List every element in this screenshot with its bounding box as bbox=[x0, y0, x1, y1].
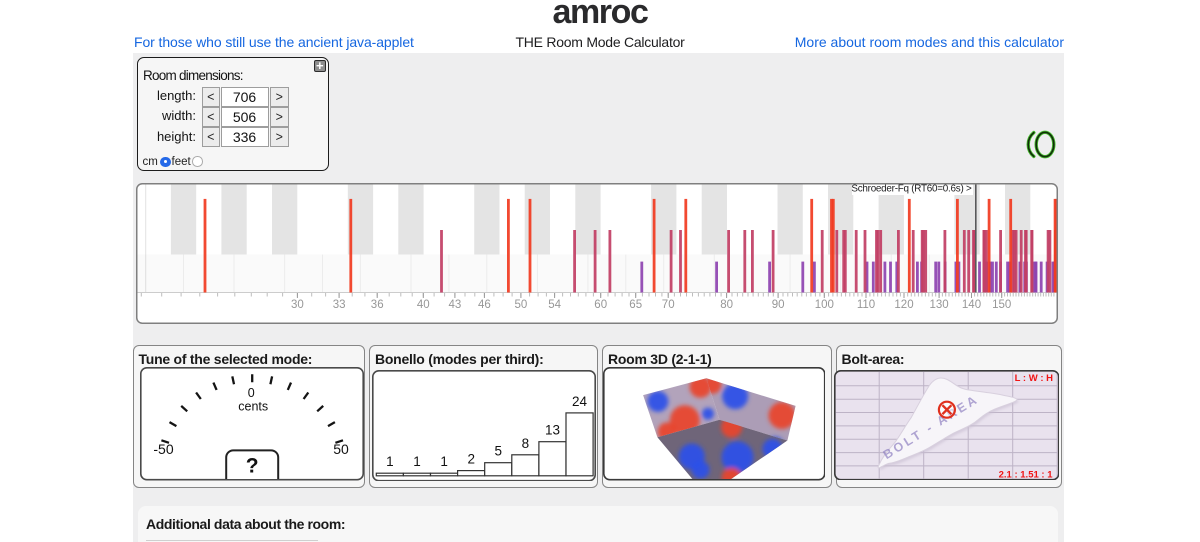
svg-text:120: 120 bbox=[894, 299, 913, 311]
svg-text:50: 50 bbox=[333, 441, 349, 457]
svg-text:-50: -50 bbox=[153, 441, 173, 457]
svg-text:80: 80 bbox=[720, 299, 733, 311]
svg-text:30: 30 bbox=[291, 299, 304, 311]
svg-text:2.1 : 1.51 : 1: 2.1 : 1.51 : 1 bbox=[998, 469, 1053, 480]
svg-text:1: 1 bbox=[386, 454, 394, 469]
svg-text:110: 110 bbox=[857, 299, 875, 311]
svg-text:50: 50 bbox=[515, 299, 528, 311]
svg-text:Schroeder-Fq (RT60=0.6s) >: Schroeder-Fq (RT60=0.6s) > bbox=[851, 184, 972, 195]
svg-text:24: 24 bbox=[571, 393, 587, 408]
svg-text:65: 65 bbox=[629, 299, 642, 311]
svg-text:150: 150 bbox=[992, 299, 1011, 311]
svg-text:43: 43 bbox=[449, 299, 462, 311]
svg-text:2: 2 bbox=[467, 451, 475, 466]
svg-text:L : W : H: L : W : H bbox=[1014, 373, 1052, 384]
svg-text:cents: cents bbox=[238, 400, 268, 414]
svg-text:46: 46 bbox=[478, 299, 491, 311]
svg-text:100: 100 bbox=[815, 299, 834, 311]
svg-text:33: 33 bbox=[333, 299, 346, 311]
svg-text:5: 5 bbox=[494, 443, 502, 458]
svg-text:1: 1 bbox=[440, 454, 448, 469]
svg-text:1: 1 bbox=[413, 454, 421, 469]
svg-text:36: 36 bbox=[371, 299, 384, 311]
svg-text:40: 40 bbox=[417, 299, 430, 311]
svg-text:130: 130 bbox=[930, 299, 949, 311]
svg-text:?: ? bbox=[245, 455, 258, 478]
svg-text:13: 13 bbox=[544, 422, 559, 437]
svg-text:70: 70 bbox=[662, 299, 675, 311]
svg-text:0: 0 bbox=[247, 386, 254, 400]
svg-text:90: 90 bbox=[772, 299, 785, 311]
svg-text:54: 54 bbox=[548, 299, 561, 311]
svg-text:140: 140 bbox=[962, 299, 981, 311]
svg-text:8: 8 bbox=[521, 435, 529, 450]
svg-text:60: 60 bbox=[594, 299, 607, 311]
